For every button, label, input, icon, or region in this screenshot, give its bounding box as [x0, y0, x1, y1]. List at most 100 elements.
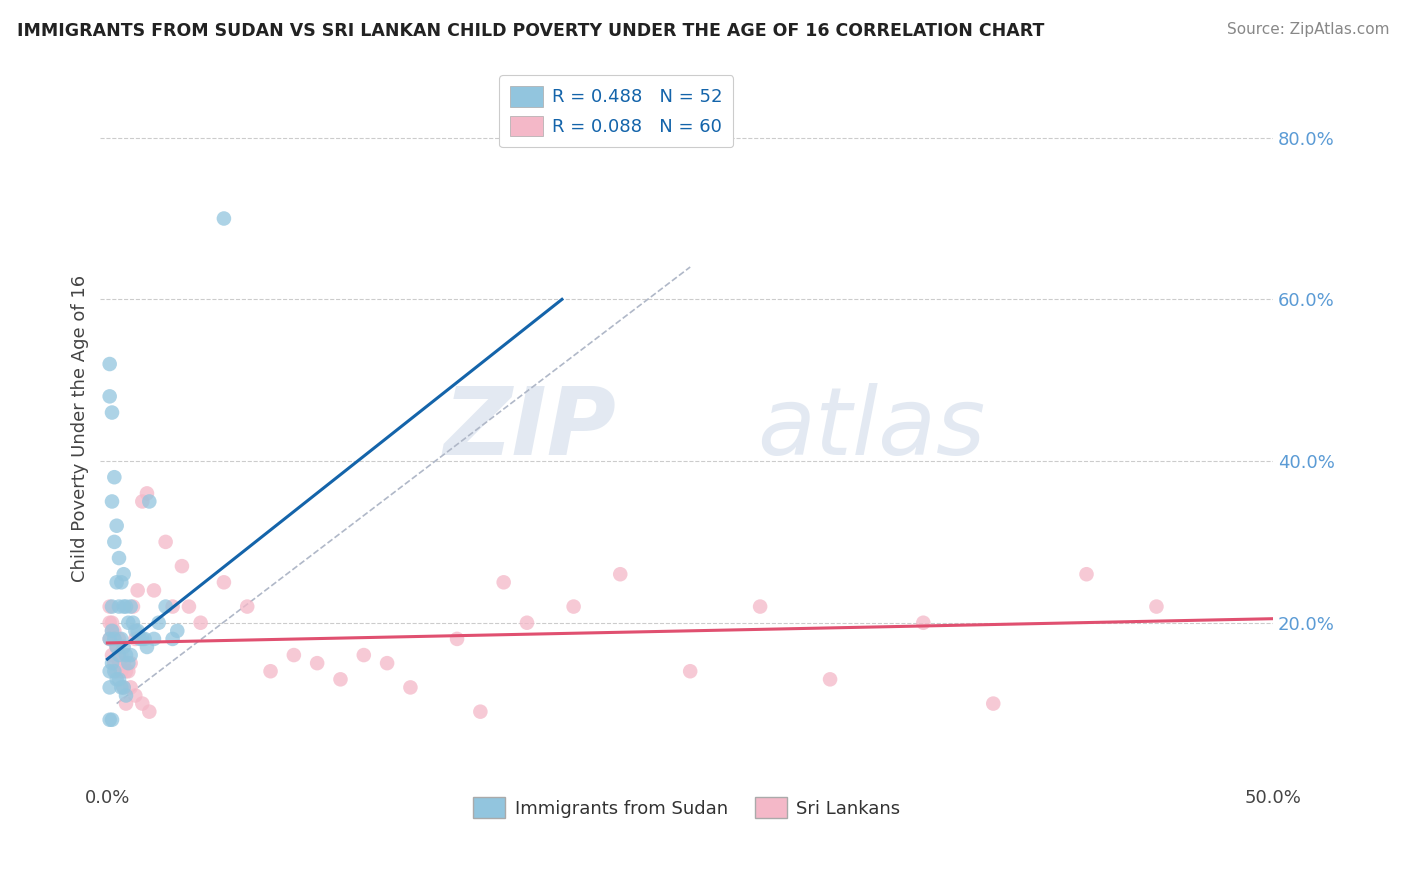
Point — [105, 575, 128, 590]
Point — [143, 632, 166, 646]
Point — [101, 615, 124, 630]
Point — [127, 624, 149, 638]
Point — [105, 665, 128, 679]
Point — [103, 665, 125, 679]
Point — [110, 575, 132, 590]
Point — [103, 632, 125, 646]
Point — [110, 632, 132, 646]
Point — [105, 640, 128, 654]
Point — [101, 494, 124, 508]
Point — [98, 357, 121, 371]
Point — [112, 640, 135, 654]
Point — [492, 575, 515, 590]
Point — [112, 681, 135, 695]
Point — [329, 673, 352, 687]
Point — [117, 615, 139, 630]
Point — [129, 632, 152, 646]
Point — [353, 648, 375, 662]
Point — [155, 599, 177, 614]
Point — [108, 632, 131, 646]
Point — [516, 615, 538, 630]
Point — [103, 624, 125, 638]
Point — [1146, 599, 1168, 614]
Point — [110, 681, 132, 695]
Point — [101, 648, 124, 662]
Point — [112, 656, 135, 670]
Point — [110, 665, 132, 679]
Point — [108, 648, 131, 662]
Point — [115, 665, 138, 679]
Point — [307, 656, 329, 670]
Point — [108, 656, 131, 670]
Point — [101, 405, 124, 419]
Point — [127, 583, 149, 598]
Point — [124, 632, 146, 646]
Point — [912, 615, 935, 630]
Point — [122, 599, 145, 614]
Point — [110, 648, 132, 662]
Point — [98, 615, 121, 630]
Point — [131, 632, 153, 646]
Point — [101, 656, 124, 670]
Point — [115, 697, 138, 711]
Point — [609, 567, 631, 582]
Point — [120, 681, 142, 695]
Point — [143, 583, 166, 598]
Point — [108, 648, 131, 662]
Point — [446, 632, 468, 646]
Point — [120, 656, 142, 670]
Point — [105, 673, 128, 687]
Point — [148, 615, 170, 630]
Point — [105, 640, 128, 654]
Point — [190, 615, 212, 630]
Point — [101, 713, 124, 727]
Point — [136, 486, 159, 500]
Point — [98, 632, 121, 646]
Point — [131, 494, 153, 508]
Point — [115, 648, 138, 662]
Point — [170, 559, 193, 574]
Point — [138, 494, 160, 508]
Point — [98, 389, 121, 403]
Point — [108, 673, 131, 687]
Point — [108, 599, 131, 614]
Point — [112, 599, 135, 614]
Point — [108, 551, 131, 566]
Point — [101, 624, 124, 638]
Point — [981, 697, 1004, 711]
Point — [166, 624, 188, 638]
Point — [399, 681, 422, 695]
Point — [134, 632, 156, 646]
Point — [98, 713, 121, 727]
Point — [115, 599, 138, 614]
Point — [98, 681, 121, 695]
Point — [818, 673, 841, 687]
Point — [120, 648, 142, 662]
Point — [375, 656, 398, 670]
Point — [212, 575, 235, 590]
Y-axis label: Child Poverty Under the Age of 16: Child Poverty Under the Age of 16 — [72, 275, 89, 582]
Point — [98, 665, 121, 679]
Point — [112, 567, 135, 582]
Text: atlas: atlas — [756, 384, 986, 475]
Point — [131, 697, 153, 711]
Point — [162, 599, 184, 614]
Point — [103, 534, 125, 549]
Point — [115, 689, 138, 703]
Point — [103, 656, 125, 670]
Point — [679, 665, 702, 679]
Point — [105, 640, 128, 654]
Point — [136, 640, 159, 654]
Point — [1076, 567, 1098, 582]
Point — [470, 705, 492, 719]
Point — [117, 665, 139, 679]
Point — [749, 599, 772, 614]
Point — [103, 470, 125, 484]
Point — [155, 534, 177, 549]
Text: IMMIGRANTS FROM SUDAN VS SRI LANKAN CHILD POVERTY UNDER THE AGE OF 16 CORRELATIO: IMMIGRANTS FROM SUDAN VS SRI LANKAN CHIL… — [17, 22, 1045, 40]
Point — [98, 599, 121, 614]
Point — [138, 705, 160, 719]
Point — [236, 599, 259, 614]
Point — [162, 632, 184, 646]
Text: ZIP: ZIP — [443, 383, 616, 475]
